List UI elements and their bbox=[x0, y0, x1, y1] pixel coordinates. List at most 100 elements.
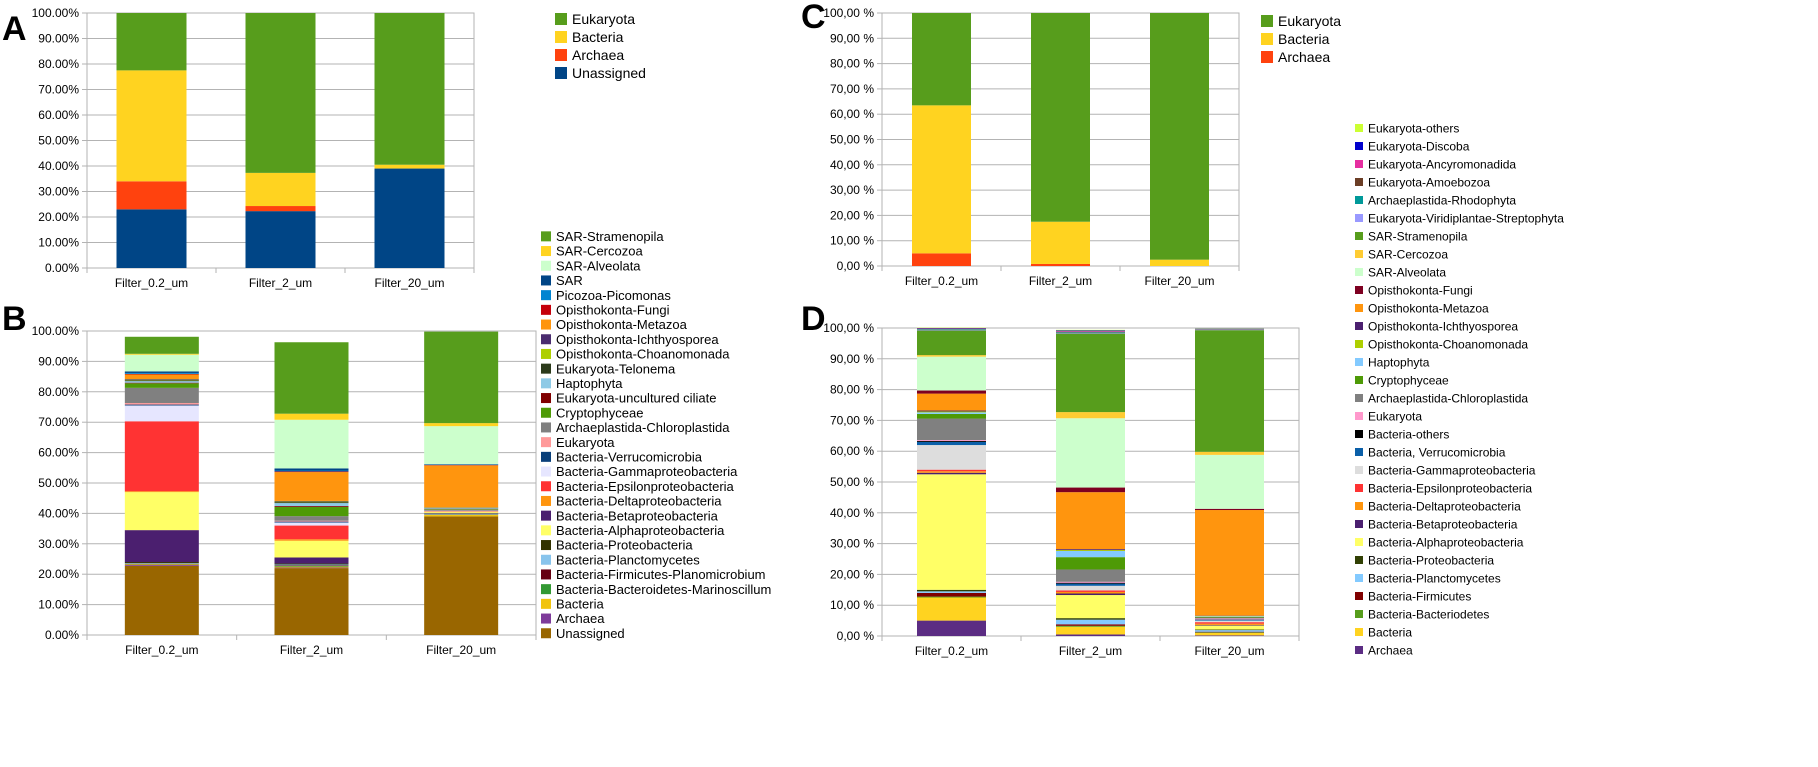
bar-segment bbox=[1056, 549, 1125, 551]
legend-label: Opisthokonta-Fungi bbox=[556, 303, 670, 318]
bar-segment bbox=[424, 516, 499, 635]
legend-swatch bbox=[1355, 268, 1363, 276]
bar-segment bbox=[424, 509, 499, 511]
bar-segment bbox=[1056, 583, 1125, 586]
y-tick-label: 30,00 % bbox=[830, 537, 874, 551]
bar-segment bbox=[274, 468, 349, 471]
bar-segment bbox=[274, 503, 349, 507]
legend-label: Bacteria, Verrucomicrobia bbox=[1368, 445, 1506, 459]
legend-swatch bbox=[1355, 484, 1363, 492]
legend-label: Bacteria-Bacteriodetes bbox=[1368, 607, 1489, 621]
legend-swatch bbox=[1355, 214, 1363, 222]
bar-segment bbox=[424, 331, 499, 424]
bar-segment bbox=[274, 506, 349, 508]
bar-segment bbox=[917, 410, 986, 412]
legend-label: Bacteria-Gammaproteobacteria bbox=[1368, 463, 1536, 477]
bar-segment bbox=[124, 372, 199, 374]
bar-segment bbox=[1195, 630, 1264, 632]
x-tick-label: Filter_2_um bbox=[1059, 644, 1122, 658]
bar-segment bbox=[124, 382, 199, 384]
bar-segment bbox=[274, 565, 349, 566]
bar-segment bbox=[124, 380, 199, 382]
legend-label: Bacteria-Verrucomicrobia bbox=[556, 450, 703, 465]
bar-segment bbox=[124, 404, 199, 406]
y-tick-label: 80.00% bbox=[38, 385, 79, 399]
legend-label: Opisthokonta-Fungi bbox=[1368, 283, 1473, 297]
bar-segment bbox=[917, 413, 986, 419]
x-tick-label: Filter_2_um bbox=[280, 643, 343, 657]
legend-swatch bbox=[1355, 286, 1363, 294]
bar-segment bbox=[274, 539, 349, 541]
legend-swatch bbox=[1261, 15, 1273, 27]
legend-label: Archaea bbox=[1278, 49, 1330, 65]
legend-swatch bbox=[541, 554, 551, 565]
bar-segment bbox=[274, 500, 349, 502]
x-tick-label: Filter_2_um bbox=[249, 276, 312, 290]
y-tick-label: 10.00% bbox=[38, 598, 79, 612]
bar-segment bbox=[1056, 412, 1125, 419]
y-tick-label: 40.00% bbox=[38, 506, 79, 520]
y-tick-label: 20.00% bbox=[38, 210, 79, 224]
legend-swatch bbox=[541, 260, 551, 271]
legend-label: Unassigned bbox=[572, 65, 646, 81]
legend-swatch bbox=[555, 49, 567, 61]
bar-segment bbox=[1195, 635, 1264, 636]
legend-label: Unassigned bbox=[556, 626, 625, 641]
legend-label: Opisthokonta-Choanomonada bbox=[1368, 337, 1528, 351]
bar-segment bbox=[1056, 569, 1125, 582]
bar-segment bbox=[424, 509, 499, 510]
legend-label: SAR-Cercozoa bbox=[556, 244, 643, 259]
legend-swatch bbox=[541, 334, 551, 345]
legend-swatch bbox=[555, 31, 567, 43]
bar-segment bbox=[917, 393, 986, 411]
bar-segment bbox=[1150, 13, 1209, 260]
bar-segment bbox=[124, 354, 199, 372]
bar-segment bbox=[116, 13, 187, 71]
legend-swatch bbox=[1355, 304, 1363, 312]
legend-swatch bbox=[541, 348, 551, 359]
y-tick-label: 80,00 % bbox=[830, 383, 874, 397]
legend-label: Bacteria-Bacteroidetes-Marinoscillum bbox=[556, 582, 771, 597]
bar-segment bbox=[1056, 626, 1125, 635]
bar-segment bbox=[917, 440, 986, 442]
bar-segment bbox=[424, 464, 499, 465]
y-tick-label: 60,00 % bbox=[830, 444, 874, 458]
bar-segment bbox=[245, 13, 316, 173]
bar-segment bbox=[424, 508, 499, 509]
bar-segment bbox=[1056, 625, 1125, 627]
bar-segment bbox=[917, 620, 986, 636]
bar-segment bbox=[124, 371, 199, 373]
bar-segment bbox=[1056, 557, 1125, 570]
legend-label: Bacteria-Proteobacteria bbox=[1368, 553, 1494, 567]
y-tick-label: 80.00% bbox=[38, 57, 79, 71]
bar-segment bbox=[124, 421, 199, 492]
legend-label: SAR bbox=[556, 273, 583, 288]
bar-segment bbox=[1056, 331, 1125, 332]
legend-label: Bacteria-Gammaproteobacteria bbox=[556, 464, 738, 479]
bar-segment bbox=[274, 472, 349, 501]
panel-letter: C bbox=[801, 0, 826, 36]
legend-label: Archaea bbox=[572, 47, 624, 63]
legend-label: Eukaryota-Viridiplantae-Streptophyta bbox=[1368, 211, 1564, 225]
bar-segment bbox=[274, 568, 349, 635]
bar-segment bbox=[274, 516, 349, 521]
x-tick-label: Filter_0.2_um bbox=[915, 644, 988, 658]
legend-swatch bbox=[1355, 196, 1363, 204]
bar-segment bbox=[917, 589, 986, 592]
legend-label: SAR-Cercozoa bbox=[1368, 247, 1448, 261]
bar-segment bbox=[274, 502, 349, 504]
bar-segment bbox=[917, 591, 986, 593]
bar-segment bbox=[1195, 629, 1264, 631]
bar-segment bbox=[1195, 632, 1264, 633]
y-tick-label: 60.00% bbox=[38, 108, 79, 122]
legend-label: Eukaryota bbox=[572, 11, 635, 27]
y-tick-label: 50.00% bbox=[38, 134, 79, 148]
x-tick-label: Filter_0.2_um bbox=[905, 274, 978, 288]
legend-swatch bbox=[1355, 142, 1363, 150]
bar-segment bbox=[274, 564, 349, 566]
y-tick-label: 90.00% bbox=[38, 32, 79, 46]
legend-swatch bbox=[541, 525, 551, 536]
legend-label: Bacteria-Betaproteobacteria bbox=[556, 508, 719, 523]
bar-segment bbox=[424, 426, 499, 465]
